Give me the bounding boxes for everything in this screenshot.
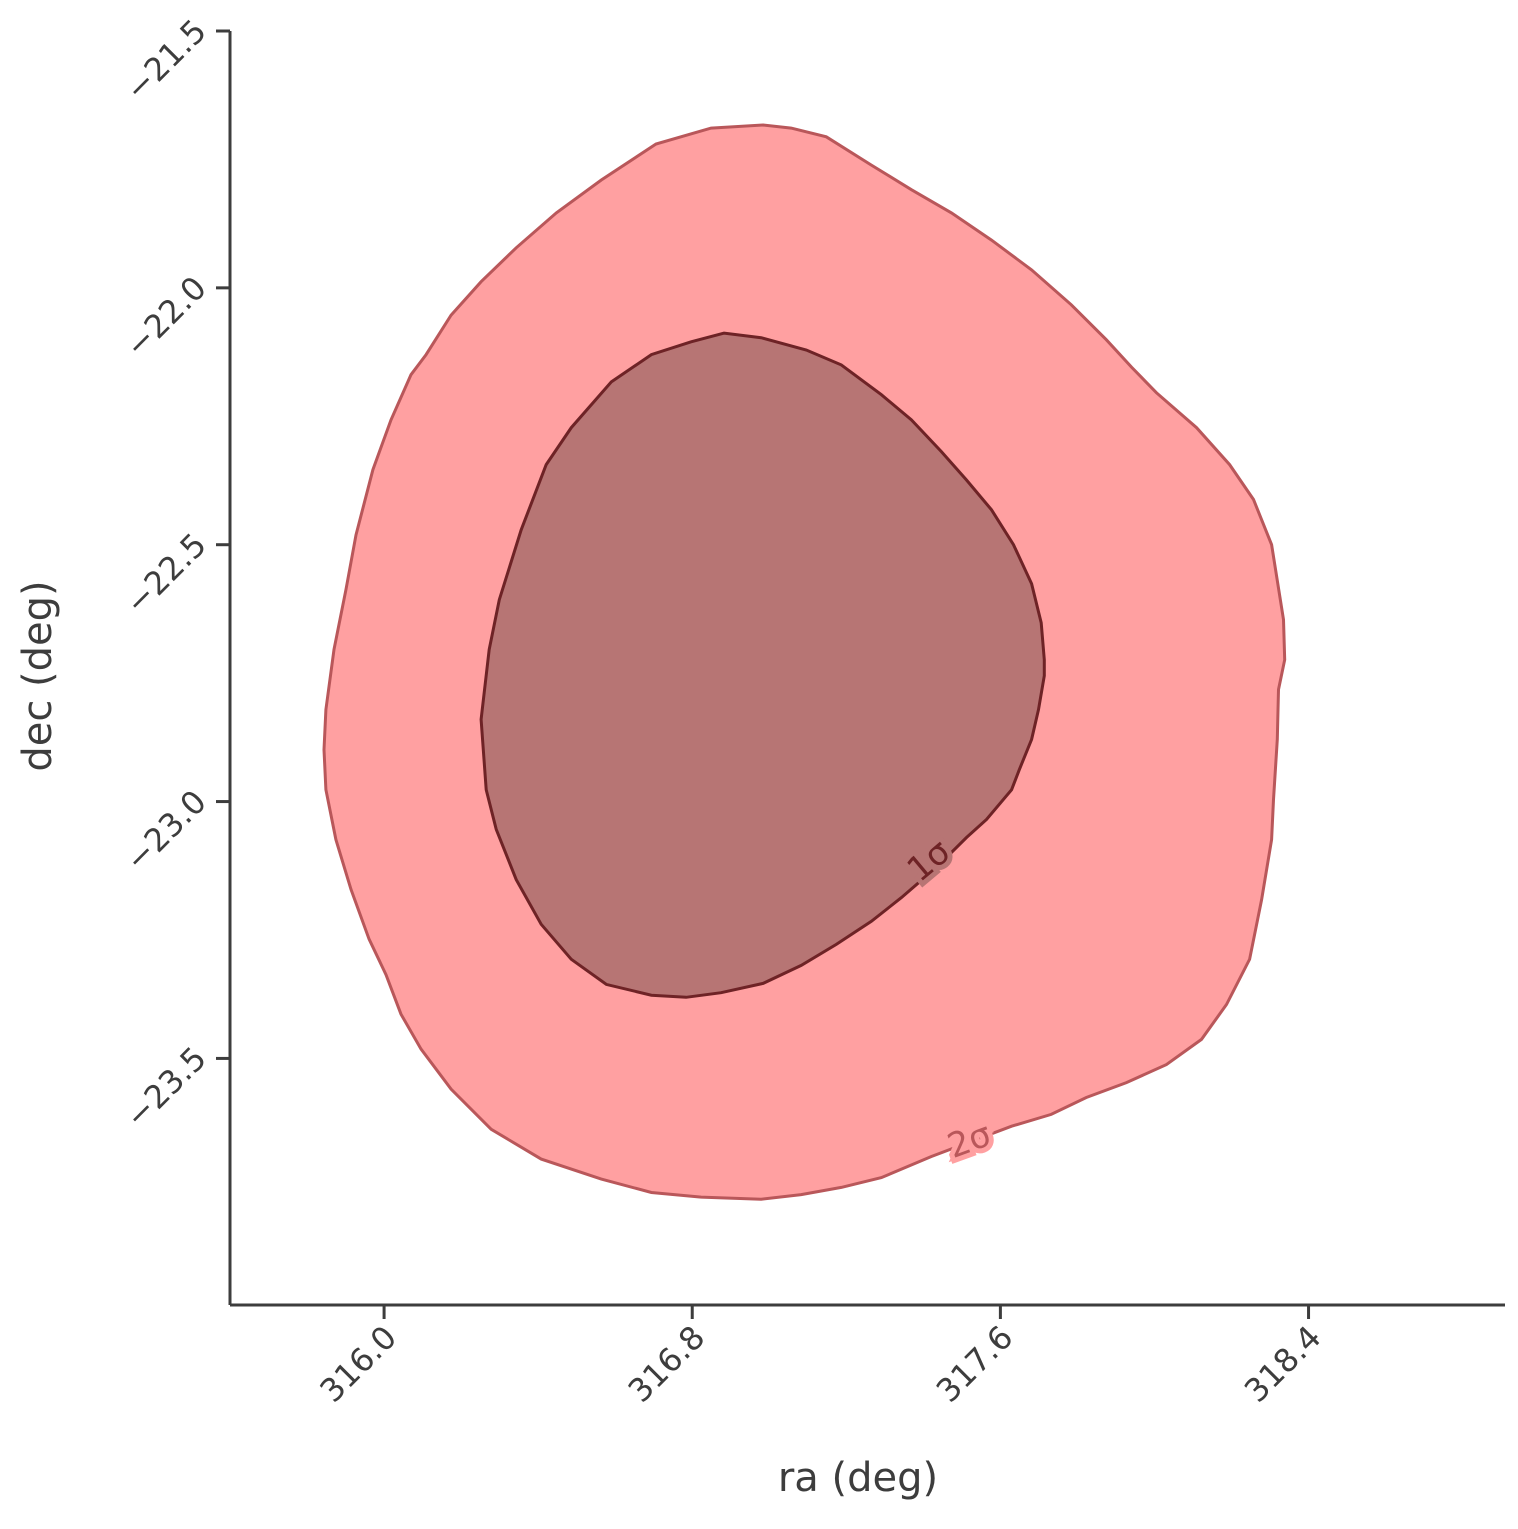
x-tick-label: 317.6 bbox=[929, 1318, 1021, 1410]
y-tick-label: −23.0 bbox=[118, 782, 214, 878]
x-axis-label: ra (deg) bbox=[778, 1455, 938, 1501]
plot-area bbox=[322, 123, 1287, 1201]
x-tick-label: 316.0 bbox=[312, 1318, 404, 1410]
x-tick-label: 318.4 bbox=[1237, 1318, 1329, 1410]
y-tick-label: −22.0 bbox=[118, 269, 214, 365]
y-tick-label: −21.5 bbox=[118, 12, 214, 108]
y-tick-label: −23.5 bbox=[118, 1039, 214, 1135]
y-tick-label: −22.5 bbox=[118, 526, 214, 622]
x-tick-label: 316.8 bbox=[621, 1318, 713, 1410]
contour-region bbox=[479, 331, 1046, 999]
y-axis-label: dec (deg) bbox=[15, 580, 61, 771]
